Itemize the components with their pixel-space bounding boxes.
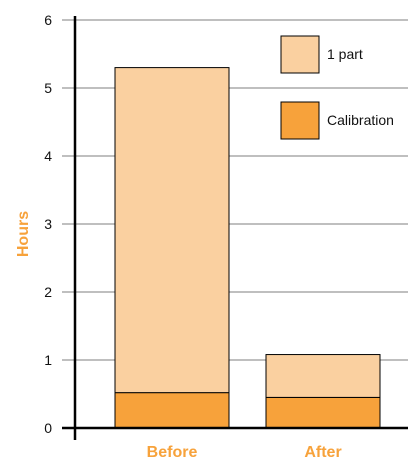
x-category-label: After bbox=[304, 444, 341, 460]
bar-calibration-after bbox=[265, 396, 381, 429]
bar-calibration-before bbox=[114, 392, 230, 429]
bars bbox=[114, 67, 381, 429]
legend-swatch bbox=[280, 35, 320, 74]
legend: 1 part Calibration bbox=[280, 35, 394, 140]
y-tick-label: 0 bbox=[44, 420, 52, 436]
y-axis-title: Hours bbox=[15, 211, 32, 257]
y-tick-label: 4 bbox=[44, 148, 52, 164]
legend-label: Calibration bbox=[327, 112, 394, 128]
y-tick-labels: 0 1 2 3 4 5 6 bbox=[44, 12, 52, 436]
y-tick-label: 5 bbox=[44, 80, 52, 96]
x-category-label: Before bbox=[147, 444, 198, 460]
bar-1-part-before bbox=[114, 67, 230, 394]
y-tick-label: 1 bbox=[44, 352, 52, 368]
gridlines bbox=[62, 19, 408, 361]
y-tick-label: 3 bbox=[44, 216, 52, 232]
x-tick-labels: Before After bbox=[147, 444, 342, 460]
y-tick-label: 6 bbox=[44, 12, 52, 28]
bar-1-part-after bbox=[265, 354, 381, 398]
y-tick-label: 2 bbox=[44, 284, 52, 300]
legend-label: 1 part bbox=[327, 46, 363, 62]
axes bbox=[62, 16, 408, 440]
legend-swatch bbox=[280, 101, 320, 140]
